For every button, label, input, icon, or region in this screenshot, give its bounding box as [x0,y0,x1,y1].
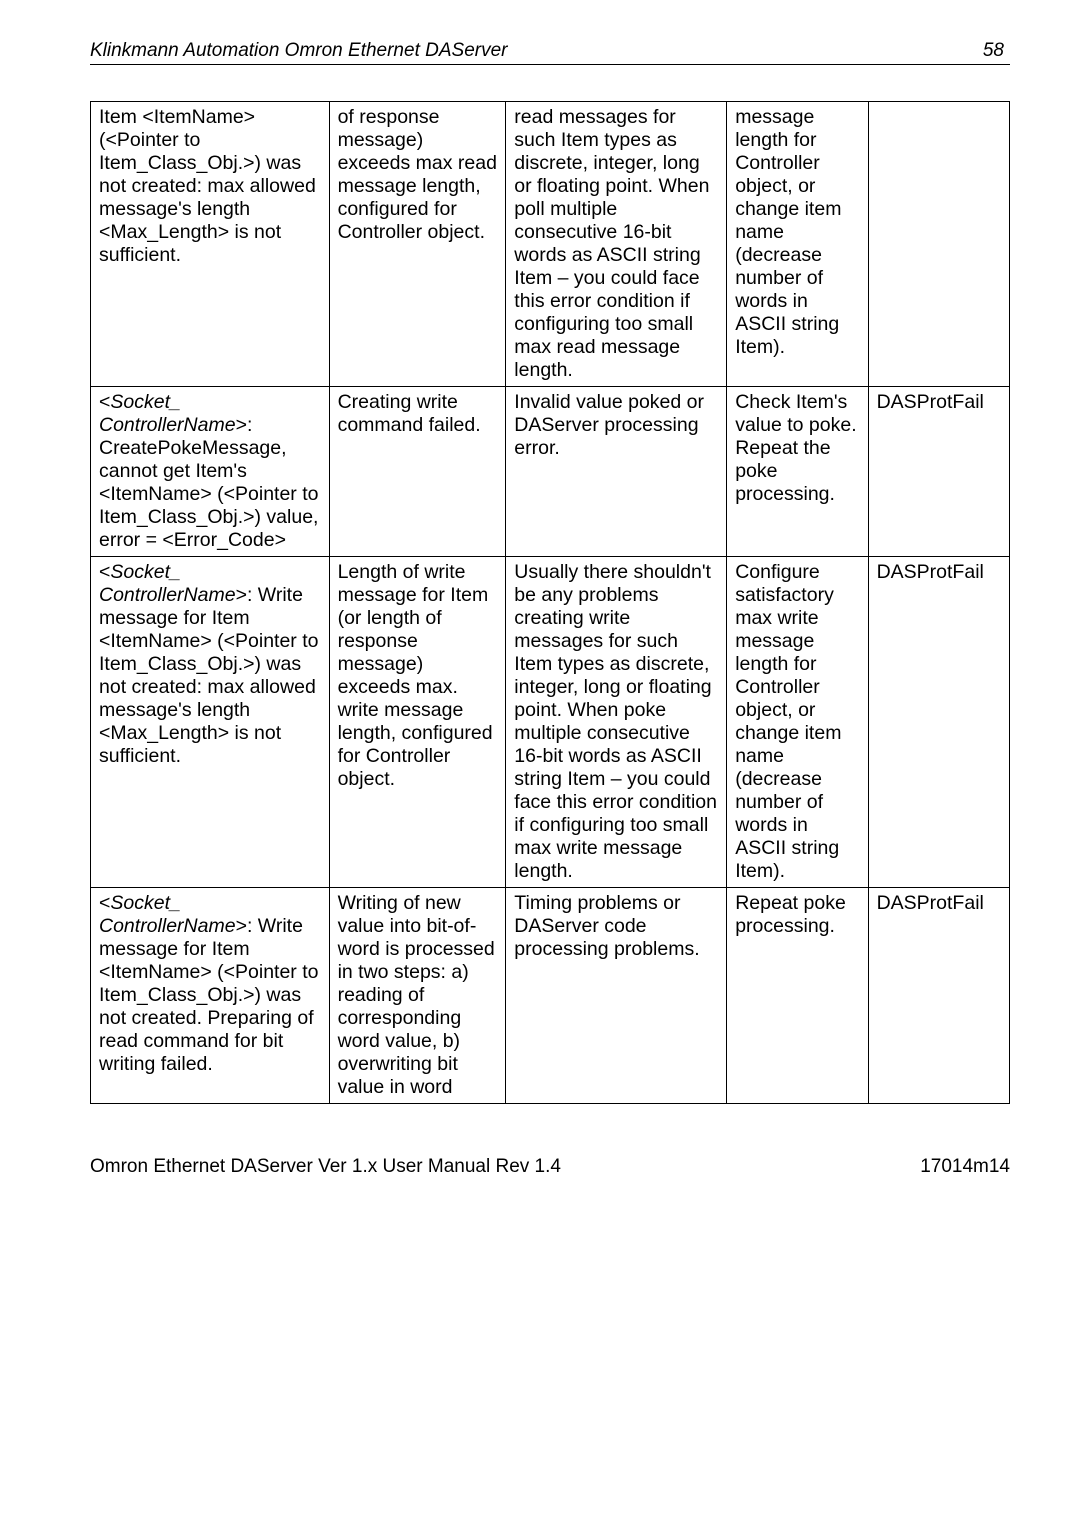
page-header: Klinkmann Automation Omron Ethernet DASe… [90,40,1010,65]
table-row: <Socket_ ControllerName>: CreatePokeMess… [91,387,1010,557]
cell-cause: of response message) exceeds max read me… [329,102,506,387]
cell-cause: Writing of new value into bit-of-word is… [329,888,506,1104]
table-row: <Socket_ ControllerName>: Write message … [91,557,1010,888]
footer-right: 17014m14 [920,1156,1010,1178]
cell-explanation: read messages for such Item types as dis… [506,102,727,387]
cell-description: Item <ItemName> (<Pointer to Item_Class_… [91,102,330,387]
cell-explanation: Invalid value poked or DAServer processi… [506,387,727,557]
cell-explanation: Timing problems or DAServer code process… [506,888,727,1104]
cell-code: DASProtFail [868,387,1009,557]
cell-description: <Socket_ ControllerName>: Write message … [91,888,330,1104]
cell-solution: Check Item's value to poke. Repeat the p… [727,387,868,557]
cell-cause: Creating write command failed. [329,387,506,557]
cell-code [868,102,1009,387]
header-page-number: 58 [983,40,1010,62]
cell-cause: Length of write message for Item (or len… [329,557,506,888]
footer-left: Omron Ethernet DAServer Ver 1.x User Man… [90,1156,561,1178]
page-container: Klinkmann Automation Omron Ethernet DASe… [0,0,1080,1208]
cell-solution: Repeat poke processing. [727,888,868,1104]
cell-description: <Socket_ ControllerName>: Write message … [91,557,330,888]
cell-solution: message length for Controller object, or… [727,102,868,387]
table-row: <Socket_ ControllerName>: Write message … [91,888,1010,1104]
page-footer: Omron Ethernet DAServer Ver 1.x User Man… [90,1156,1010,1178]
cell-description: <Socket_ ControllerName>: CreatePokeMess… [91,387,330,557]
cell-solution: Configure satisfactory max write message… [727,557,868,888]
cell-code: DASProtFail [868,557,1009,888]
table-row: Item <ItemName> (<Pointer to Item_Class_… [91,102,1010,387]
error-table: Item <ItemName> (<Pointer to Item_Class_… [90,101,1010,1104]
header-title: Klinkmann Automation Omron Ethernet DASe… [90,40,507,62]
cell-code: DASProtFail [868,888,1009,1104]
cell-explanation: Usually there shouldn't be any problems … [506,557,727,888]
